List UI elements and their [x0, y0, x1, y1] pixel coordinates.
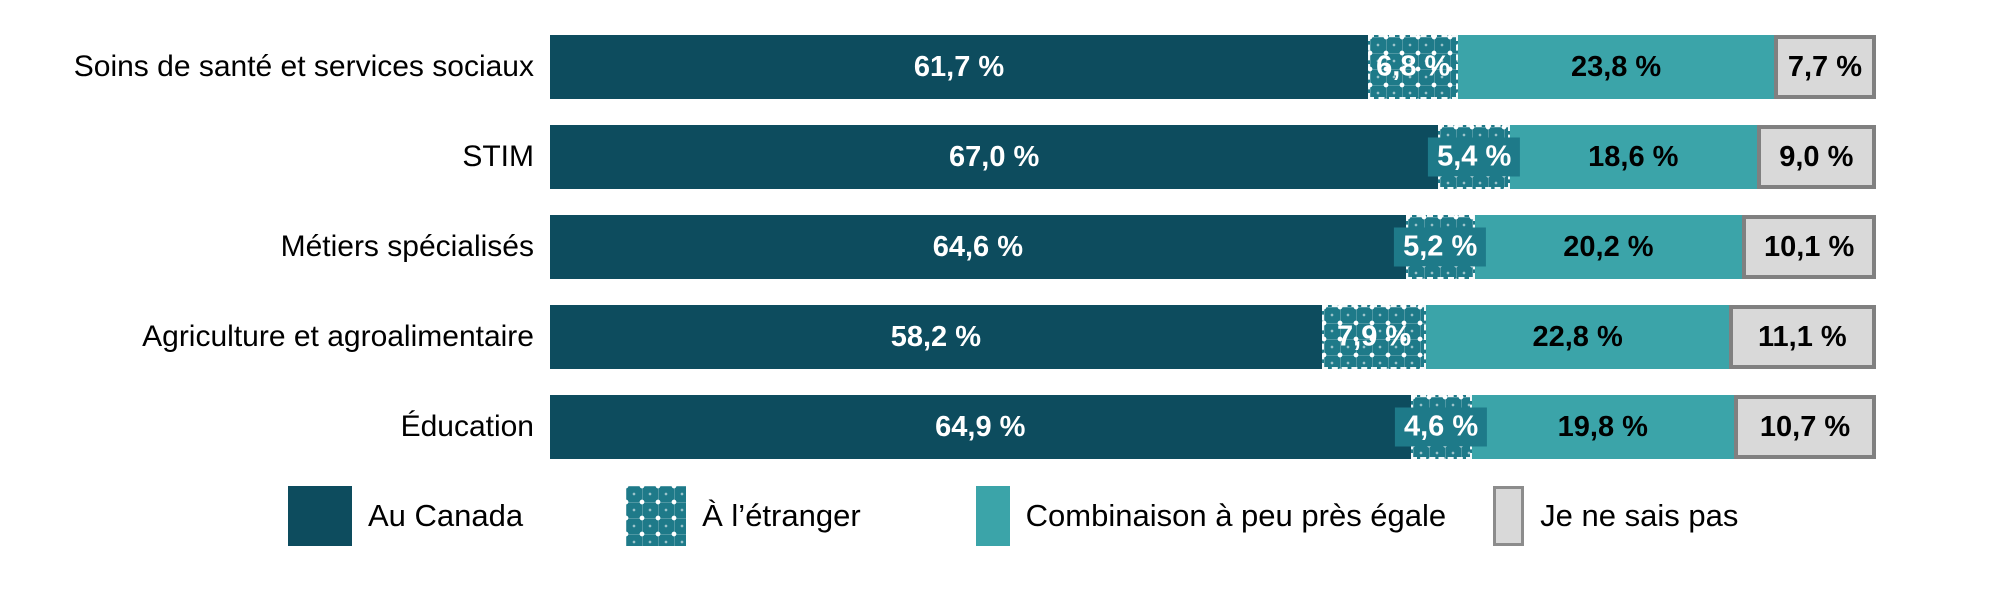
segment-value-label: 23,8 % [1570, 50, 1662, 83]
segment-value-label: 7,9 % [1337, 320, 1412, 353]
segment-value-label: 61,7 % [913, 50, 1005, 83]
bar-segment-0: 67,0 % [550, 125, 1439, 189]
segment-value-label: 64,6 % [932, 230, 1024, 263]
category-label: Métiers spécialisés [280, 229, 534, 263]
segment-value-label: 22,8 % [1532, 320, 1623, 353]
segment-value-label: 20,2 % [1563, 230, 1654, 263]
chart-rows: Soins de santé et services sociaux 61,7 %… [0, 35, 2000, 459]
legend-swatch-icon [975, 486, 1010, 546]
bar-segment-1: 5,2 % [1394, 215, 1487, 279]
legend-label: Au Canada [368, 498, 524, 533]
chart-row: Métiers spécialisés 64,6 % 5,2 % 20,2 % 10,1… [0, 215, 2000, 279]
segment-value-label: 10,7 % [1759, 410, 1851, 443]
legend-swatch-icon [1493, 486, 1525, 546]
legend-label: À l’étranger [702, 498, 861, 533]
legend-item-0: Au Canada [288, 486, 523, 546]
legend-swatch-icon [626, 486, 687, 546]
stacked-bar: 58,2 % 7,9 % 22,8 % 11,1 % [550, 305, 1876, 369]
bar-segment-3: 7,7 % [1773, 35, 1876, 99]
legend-swatch-icon [288, 486, 352, 546]
segment-value-label: 19,8 % [1557, 410, 1648, 443]
segment-value-label: 67,0 % [949, 140, 1040, 173]
legend-item-3: Je ne sais pas [1493, 486, 1738, 546]
bar-segment-2: 20,2 % [1474, 215, 1743, 279]
category-label: Agriculture et agroalimentaire [142, 319, 534, 353]
bar-segment-1: 7,9 % [1321, 305, 1427, 369]
bar-segment-1: 6,8 % [1368, 35, 1459, 99]
stacked-bar: 67,0 % 5,4 % 18,6 % 9,0 % [550, 125, 1876, 189]
category-label: Soins de santé et services sociaux [73, 49, 534, 83]
category-label: Éducation [400, 409, 534, 443]
bar-segment-0: 64,6 % [550, 215, 1406, 279]
bar-segment-3: 11,1 % [1728, 305, 1876, 369]
bar-segment-0: 61,7 % [550, 35, 1369, 99]
legend-item-1: À l’étranger [626, 486, 861, 546]
bar-segment-3: 10,7 % [1734, 395, 1876, 459]
bar-segment-2: 23,8 % [1458, 35, 1774, 99]
bar-segment-0: 58,2 % [550, 305, 1322, 369]
legend-label: Combinaison à peu près égale [1025, 498, 1447, 533]
segment-value-label: 10,1 % [1763, 230, 1855, 263]
bar-segment-3: 10,1 % [1742, 215, 1876, 279]
segment-value-label: 64,9 % [935, 410, 1026, 443]
segment-value-label: 4,6 % [1394, 407, 1488, 447]
segment-value-label: 5,4 % [1428, 137, 1521, 177]
bar-segment-0: 64,9 % [550, 395, 1411, 459]
legend-item-2: Combinaison à peu près égale [975, 486, 1447, 546]
segment-value-label: 5,2 % [1394, 227, 1487, 267]
bar-segment-2: 18,6 % [1510, 125, 1757, 189]
segment-value-label: 18,6 % [1588, 140, 1679, 173]
chart-row: Éducation 64,9 % 4,6 % 19,8 % 10,7 % [0, 395, 2000, 459]
legend-label: Je ne sais pas [1540, 498, 1739, 533]
bar-segment-2: 19,8 % [1471, 395, 1735, 459]
segment-value-label: 9,0 % [1779, 140, 1854, 173]
bar-segment-1: 5,4 % [1428, 125, 1521, 189]
bar-segment-2: 22,8 % [1426, 305, 1729, 369]
bar-segment-3: 9,0 % [1756, 125, 1876, 189]
stacked-bar: 61,7 % 6,8 % 23,8 % 7,7 % [550, 35, 1876, 99]
chart-row: STIM 67,0 % 5,4 % 18,6 % 9,0 % [0, 125, 2000, 189]
segment-value-label: 7,7 % [1787, 50, 1862, 83]
segment-value-label: 58,2 % [890, 320, 981, 353]
stacked-bar: 64,6 % 5,2 % 20,2 % 10,1 % [550, 215, 1876, 279]
category-label: STIM [462, 139, 534, 173]
segment-value-label: 11,1 % [1758, 320, 1847, 353]
chart-row: Agriculture et agroalimentaire 58,2 % 7,9 … [0, 305, 2000, 369]
stacked-bar: 64,9 % 4,6 % 19,8 % 10,7 % [550, 395, 1876, 459]
chart-row: Soins de santé et services sociaux 61,7 %… [0, 35, 2000, 99]
chart-legend: Au Canada À l’étranger Combinaison à peu p… [0, 485, 2000, 547]
bar-segment-1: 4,6 % [1394, 395, 1488, 459]
segment-value-label: 6,8 % [1376, 50, 1451, 83]
